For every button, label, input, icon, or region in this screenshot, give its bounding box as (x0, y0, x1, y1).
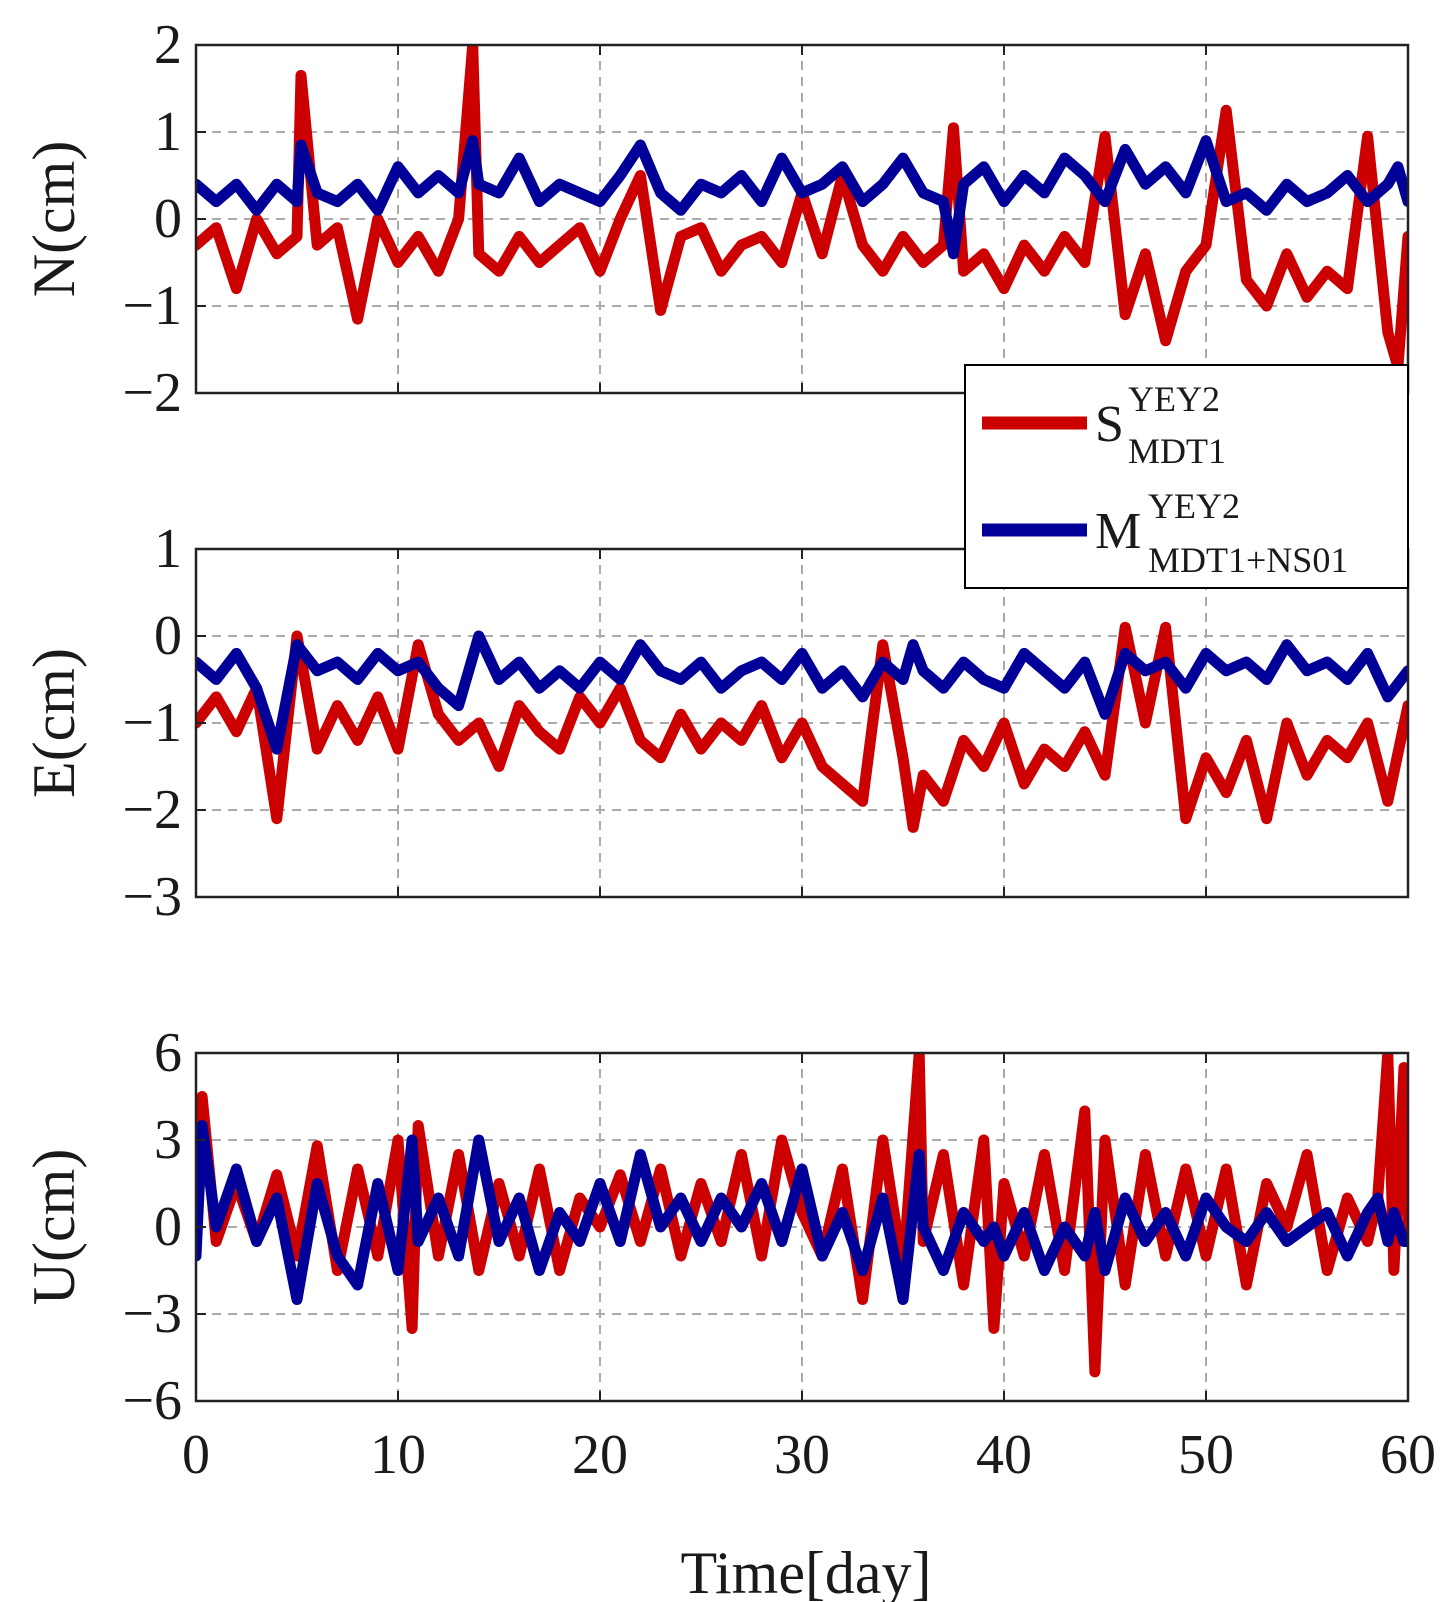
series-m-line-u (196, 1120, 1408, 1305)
y-tick-label-u: 3 (154, 1109, 182, 1171)
panel-e: −3 −2 −1 0 1 E(cm) (21, 518, 1410, 928)
y-tick-label-e: −2 (122, 779, 182, 841)
x-tick-label: 10 (370, 1424, 426, 1486)
y-tick-label-n: 1 (154, 101, 182, 163)
legend-label-s-sub: MDT1 (1128, 431, 1226, 471)
y-tick-label-u: 0 (154, 1196, 182, 1258)
panels-layer: −2 −1 0 1 2 N(cm) −3 −2 −1 0 1 E(cm) −6 −3 0 3 6 U(cm) 0 10… (21, 14, 1436, 1486)
series-m-line-e (196, 630, 1408, 755)
y-tick-label-e: 1 (154, 518, 182, 580)
legend-label-m-main: M (1095, 503, 1141, 560)
y-tick-label-n: −2 (122, 362, 182, 424)
y-axis-label-e: E(cm) (21, 648, 87, 798)
y-axis-label-n: N(cm) (21, 141, 87, 298)
panel-u: −6 −3 0 3 6 U(cm) (21, 1022, 1410, 1432)
y-tick-label-u: 6 (154, 1022, 182, 1084)
x-tick-label: 20 (572, 1424, 628, 1486)
legend-label-m-sup: YEY2 (1148, 486, 1240, 526)
legend: S YEY2 MDT1 M YEY2 MDT1+NS01 (964, 364, 1409, 589)
y-tick-label-n: 2 (154, 14, 182, 76)
series-s-line-e (196, 621, 1408, 833)
legend-box (964, 364, 1409, 589)
panel-n: −2 −1 0 1 2 N(cm) (21, 14, 1410, 424)
y-tick-label-n: −1 (122, 275, 182, 337)
x-tick-label: 40 (976, 1424, 1032, 1486)
x-axis-label: Time[day] (680, 1540, 931, 1602)
legend-label-m-sub: MDT1+NS01 (1148, 540, 1348, 580)
x-tick-label: 60 (1380, 1424, 1436, 1486)
y-tick-label-e: −3 (122, 866, 182, 928)
y-tick-label-u: −6 (122, 1370, 182, 1432)
x-tick-label: 0 (182, 1424, 210, 1486)
series-m-line-n (196, 135, 1408, 260)
y-tick-label-e: −1 (122, 692, 182, 754)
series-s-line-u (196, 1053, 1408, 1378)
x-tick-label: 30 (774, 1424, 830, 1486)
y-tick-label-n: 0 (154, 188, 182, 250)
legend-label-s-sup: YEY2 (1128, 379, 1220, 419)
y-tick-label-e: 0 (154, 605, 182, 667)
y-tick-label-u: −3 (122, 1283, 182, 1345)
x-tick-label: 50 (1178, 1424, 1234, 1486)
y-axis-label-u: U(cm) (21, 1149, 87, 1306)
legend-label-s-main: S (1095, 396, 1124, 453)
